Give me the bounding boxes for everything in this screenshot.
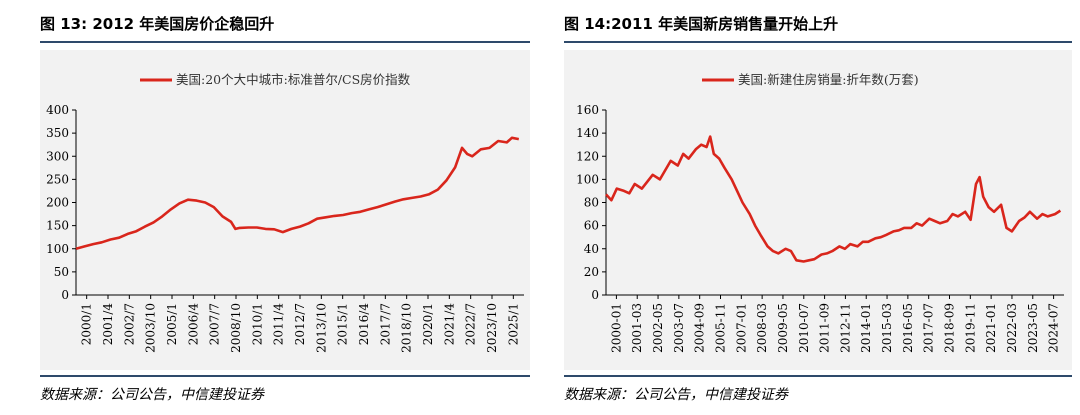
right-chart-y-tick-label: 20 (584, 265, 599, 279)
right-chart-x-tick-label: 2009-05 (776, 303, 790, 353)
right-chart-y-tick-label: 120 (576, 149, 599, 163)
right-chart-x-tick-label: 2011-09 (818, 303, 832, 353)
left-title-rule (40, 41, 530, 43)
right-plot-area: 0 20 40 60 80 100 120 140 160 2000-01 2001-03 2002-… (564, 50, 1072, 370)
right-title-rule (564, 41, 1072, 43)
right-chart-x-tick-label: 2001-03 (630, 303, 644, 353)
right-chart-svg: 0 20 40 60 80 100 120 140 160 2000-01 2001-03 2002-… (576, 72, 1064, 353)
left-chart-y-tick-label: 250 (46, 172, 69, 186)
left-chart-x-tick-label: 2025/1 (506, 303, 520, 345)
right-figure-panel: 图 14:2011 年美国新房销售量开始上升 0 20 40 60 80 100 120 14… (548, 0, 1080, 415)
right-chart-x-tick-label: 2017-07 (922, 303, 936, 353)
left-chart-x-tick-label: 2002/7 (122, 303, 136, 345)
right-chart-x-tick-label: 2018-09 (943, 303, 957, 353)
right-chart-y-tick-label: 140 (576, 126, 599, 140)
right-chart-y-tick-label: 0 (591, 288, 599, 302)
left-chart-y-tick-label: 100 (46, 242, 69, 256)
left-chart-x-tick-label: 2001/4 (101, 303, 115, 346)
right-chart-y-tick-label: 160 (576, 103, 599, 117)
right-chart-y-tick-label: 40 (584, 242, 599, 256)
left-chart-y-tick-label: 0 (61, 288, 69, 302)
left-chart-x-tick-label: 2022/7 (464, 303, 478, 345)
left-chart-series-line (75, 136, 520, 251)
left-chart-x-tick-label: 2005/1 (165, 303, 179, 345)
right-chart-x-tick-label: 2023-05 (1026, 303, 1040, 353)
left-chart-x-tick-label: 2013/10 (314, 303, 328, 353)
right-figure-title: 图 14:2011 年美国新房销售量开始上升 (564, 15, 839, 33)
right-chart-x-tick-label: 2024-07 (1047, 303, 1061, 353)
right-chart-x-tick-label: 2019-11 (963, 303, 977, 353)
left-chart-x-tick-label: 2008/10 (229, 303, 243, 353)
left-chart-legend-label: 美国:20个大中城市:标准普尔/CS房价指数 (176, 72, 411, 87)
right-chart-y-tick-label: 80 (584, 196, 599, 210)
left-chart-y-tick-label: 400 (46, 103, 69, 117)
left-chart-x-tick-label: 2011/4 (272, 303, 286, 346)
right-chart-legend-label: 美国:新建住房销量:折年数(万套) (738, 72, 919, 87)
left-chart-x-tick-label: 2006/4 (186, 303, 200, 346)
right-chart-x-tick-label: 2000-01 (609, 303, 623, 353)
left-chart-y-tick-label: 300 (46, 149, 69, 163)
right-chart-x-tick-label: 2010-07 (797, 303, 811, 353)
left-chart-x-tick-label: 2016/4 (357, 303, 371, 346)
left-chart-x-tick-label: 2012/7 (293, 303, 307, 345)
left-figure-title: 图 13: 2012 年美国房价企稳回升 (40, 15, 275, 33)
right-chart-x-tick-label: 2002-05 (651, 303, 665, 353)
right-chart-x-tick-label: 2022-03 (1005, 303, 1019, 353)
left-chart-x-tick-label: 2017/7 (378, 303, 392, 345)
left-chart-x-tick-label: 2020/1 (421, 303, 435, 345)
right-chart-x-tick-label: 2008-03 (755, 303, 769, 353)
left-plot-area: 0 50 100 150 200 250 300 350 400 2000/1 2001/4 2002… (40, 50, 530, 370)
right-chart-series-line (605, 135, 1062, 263)
right-chart-x-tick-label: 2021-01 (984, 303, 998, 353)
right-chart-x-tick-label: 2004-09 (693, 303, 707, 353)
left-chart-x-tick-label: 2018/10 (400, 303, 414, 353)
right-chart-x-tick-label: 2007-01 (734, 303, 748, 353)
left-chart-x-tick-label: 2003/10 (144, 303, 158, 353)
right-chart-y-tick-label: 100 (576, 172, 599, 186)
left-chart-x-tick-label: 2021/4 (442, 303, 456, 346)
right-chart-x-tick-label: 2016-05 (901, 303, 915, 353)
left-chart-y-tick-label: 200 (46, 196, 69, 210)
left-source-note: 数据来源：公司公告，中信建投证券 (40, 387, 264, 403)
left-chart-y-tick-label: 150 (46, 219, 69, 233)
right-bottom-rule (564, 375, 1072, 377)
left-chart-y-tick-label: 50 (54, 265, 69, 279)
right-chart-x-tick-label: 2012-11 (838, 303, 852, 353)
left-figure-panel: 图 13: 2012 年美国房价企稳回升 0 50 100 150 200 250 300 3… (0, 0, 530, 415)
right-chart-y-tick-label: 60 (584, 219, 599, 233)
right-chart-x-tick-label: 2014-01 (859, 303, 873, 353)
right-source-note: 数据来源：公司公告，中信建投证券 (564, 387, 788, 403)
left-chart-y-tick-label: 350 (46, 126, 69, 140)
left-chart-svg: 0 50 100 150 200 250 300 350 400 2000/1 2001/4 2002… (46, 72, 524, 353)
left-chart-x-tick-label: 2015/1 (336, 303, 350, 345)
right-chart-x-tick-label: 2005-11 (714, 303, 728, 353)
right-chart-x-tick-label: 2003-07 (672, 303, 686, 353)
left-chart-x-tick-label: 2010/1 (250, 303, 264, 345)
left-chart-x-tick-label: 2000/1 (80, 303, 94, 345)
left-bottom-rule (40, 375, 530, 377)
left-chart-x-tick-label: 2023/10 (485, 303, 499, 353)
right-chart-x-tick-label: 2015-03 (880, 303, 894, 353)
left-chart-x-tick-label: 2007/7 (208, 303, 222, 345)
